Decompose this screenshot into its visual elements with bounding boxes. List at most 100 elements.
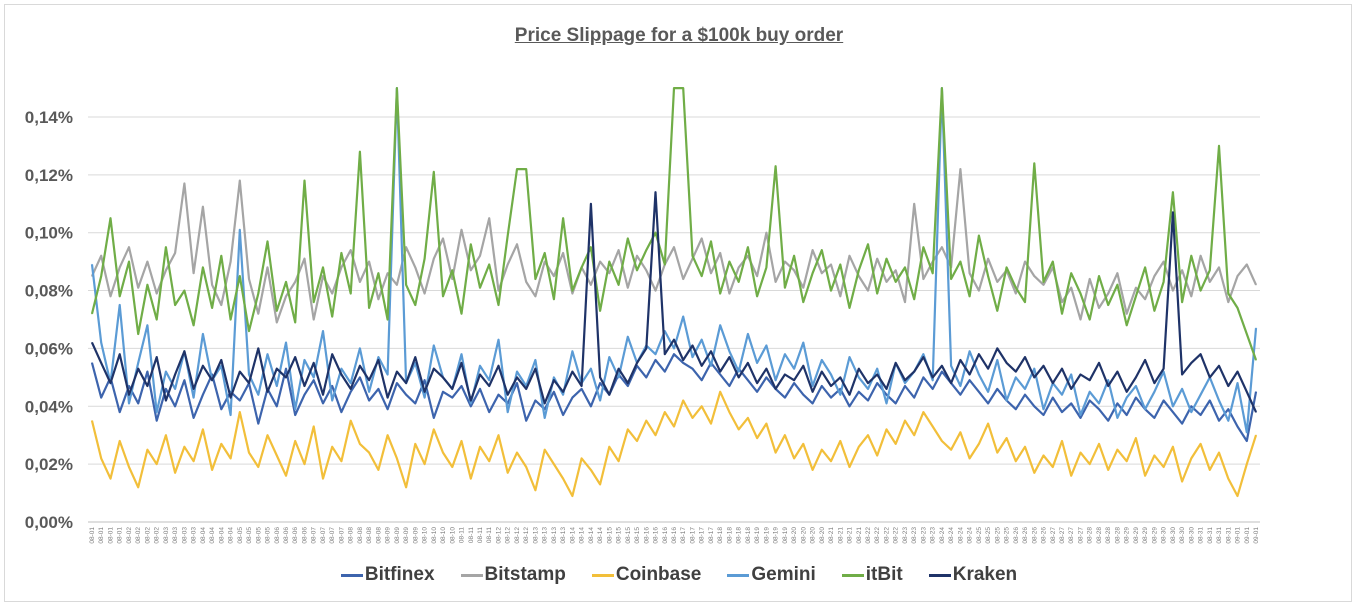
data-point-coinbase [876,454,878,457]
data-point-itbit [1005,266,1008,269]
data-point-gemini [701,339,703,341]
data-point-kraken [276,368,278,370]
legend-label: Kraken [952,564,1018,585]
x-tick-label: 08-06 [283,527,290,544]
data-point-bitfinex [303,394,306,396]
y-tick-label: 0,00% [25,513,73,532]
data-point-kraken [811,391,814,393]
data-point-kraken [654,191,657,193]
data-point-kraken [460,362,463,364]
data-point-kraken [109,382,112,384]
legend-item-coinbase: Coinbase [591,564,702,586]
x-tick-label: 08-28 [1087,527,1094,544]
data-point-kraken [433,368,435,370]
data-point-bitstamp [562,252,564,254]
x-tick-label: 08-24 [948,527,955,544]
data-point-bitfinex [627,385,629,387]
legend-label: Coinbase [615,564,702,585]
data-point-itbit [710,240,712,242]
data-point-bitfinex [996,388,998,390]
data-point-bitstamp [848,255,851,257]
x-tick-label: 08-22 [893,527,900,544]
data-point-gemini [146,324,149,326]
x-tick-label: 08-01 [107,527,114,544]
data-point-bitfinex [821,385,823,387]
x-tick-label: 09-01 [1253,527,1260,544]
data-point-itbit [1126,324,1128,326]
data-point-gemini [423,397,426,399]
data-point-gemini [1061,394,1063,396]
data-point-gemini [1181,388,1183,390]
x-tick-label: 08-20 [800,527,807,544]
x-tick-label: 08-16 [671,527,678,544]
x-tick-label: 08-09 [385,527,392,544]
data-point-itbit [534,278,537,280]
x-tick-label: 08-19 [773,527,780,544]
data-point-bitfinex [1172,411,1174,413]
data-point-bitstamp [1236,275,1239,277]
data-point-gemini [516,370,518,373]
data-point-kraken [156,356,158,358]
x-tick-label: 08-09 [403,527,410,544]
data-point-bitstamp [811,249,814,251]
x-tick-label: 09-01 [1235,527,1242,544]
legend-swatch [928,573,951,577]
data-point-coinbase [1255,434,1257,436]
legend-swatch [340,573,363,577]
data-point-coinbase [913,434,915,436]
data-point-itbit [1199,289,1202,292]
data-point-itbit [470,243,472,245]
data-point-itbit [1070,272,1072,274]
data-point-kraken [1153,382,1155,384]
data-point-coinbase [728,411,731,413]
data-point-bitstamp [701,237,703,240]
data-point-bitfinex [488,411,490,413]
data-point-itbit [691,255,694,257]
data-point-kraken [858,368,860,370]
data-point-bitfinex [553,391,555,393]
data-point-itbit [350,292,352,295]
data-point-coinbase [664,411,666,413]
data-point-bitfinex [590,405,592,407]
data-point-coinbase [848,466,851,468]
data-point-kraken [1089,379,1091,381]
data-point-bitfinex [479,388,481,390]
data-point-itbit [257,292,259,295]
data-point-kraken [867,382,869,384]
data-point-bitstamp [1126,313,1128,315]
data-point-itbit [460,313,463,315]
data-point-itbit [294,321,296,323]
data-point-coinbase [1172,446,1174,448]
data-point-bitfinex [331,385,333,387]
legend-label: Gemini [751,564,816,585]
data-point-itbit [821,249,823,251]
data-point-bitfinex [340,411,343,413]
data-point-gemini [654,353,657,355]
data-point-kraken [165,399,167,402]
data-point-bitfinex [1024,394,1026,396]
data-point-bitstamp [257,313,259,315]
data-point-bitstamp [636,255,638,257]
data-point-kraken [1163,368,1165,370]
x-tick-label: 08-29 [1133,527,1140,544]
data-point-bitstamp [183,182,185,185]
data-point-kraken [470,399,472,402]
data-point-itbit [423,258,426,260]
data-point-coinbase [405,486,407,488]
data-point-kraken [423,391,426,393]
data-point-gemini [1015,376,1017,378]
data-point-bitstamp [433,258,435,260]
data-point-bitstamp [1153,275,1155,277]
data-point-bitfinex [599,382,601,384]
data-point-kraken [257,347,259,350]
data-point-coinbase [183,446,185,448]
data-point-kraken [664,353,666,355]
x-tick-label: 08-29 [1124,527,1131,544]
data-point-bitfinex [137,402,139,404]
x-tick-label: 08-27 [1077,527,1084,544]
data-point-kraken [969,373,971,376]
data-point-coinbase [1209,469,1211,471]
x-tick-label: 08-10 [431,527,438,544]
x-tick-label: 08-11 [486,527,493,544]
data-point-bitstamp [239,180,241,182]
